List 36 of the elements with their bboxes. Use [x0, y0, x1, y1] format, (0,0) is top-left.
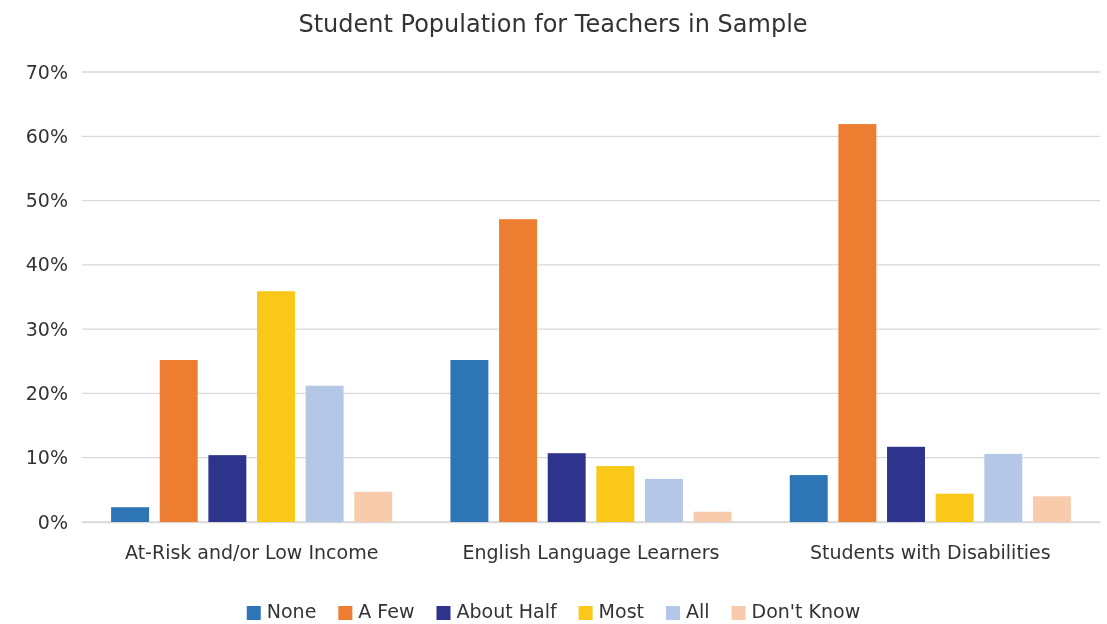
bar — [935, 493, 974, 522]
y-tick-label: 70% — [25, 60, 68, 83]
y-tick-label: 0% — [37, 510, 68, 533]
bar — [1032, 496, 1071, 522]
bar — [838, 124, 877, 522]
legend-label: A Few — [358, 600, 415, 622]
legend-label: Most — [598, 600, 644, 622]
legend-label: Don't Know — [751, 600, 861, 622]
bar — [547, 453, 586, 522]
x-tick-label: Students with Disabilities — [809, 541, 1051, 564]
bar — [644, 478, 683, 522]
y-tick-label: 30% — [25, 317, 68, 340]
bar — [257, 291, 295, 522]
bar — [159, 360, 198, 522]
bar — [887, 446, 925, 522]
y-tick-label: 40% — [25, 253, 68, 276]
bar — [208, 455, 247, 522]
legend-label: None — [266, 600, 317, 622]
bar — [789, 475, 828, 522]
y-tick-label: 50% — [25, 189, 68, 212]
bar — [450, 360, 489, 522]
bar — [499, 219, 538, 522]
bar — [111, 507, 150, 522]
y-tick-label: 20% — [25, 382, 68, 405]
bar — [354, 491, 393, 522]
bar — [984, 453, 1023, 522]
x-tick-label: English Language Learners — [462, 541, 720, 564]
legend-label: All — [685, 600, 710, 622]
bar — [596, 466, 635, 522]
chart-title: Student Population for Teachers in Sample — [298, 10, 808, 38]
x-tick-label: At-Risk and/or Low Income — [124, 541, 379, 564]
bar — [693, 511, 732, 522]
y-tick-label: 10% — [25, 446, 68, 469]
bar — [305, 385, 344, 522]
y-tick-label: 60% — [25, 124, 68, 147]
legend-label: About Half — [456, 600, 558, 622]
